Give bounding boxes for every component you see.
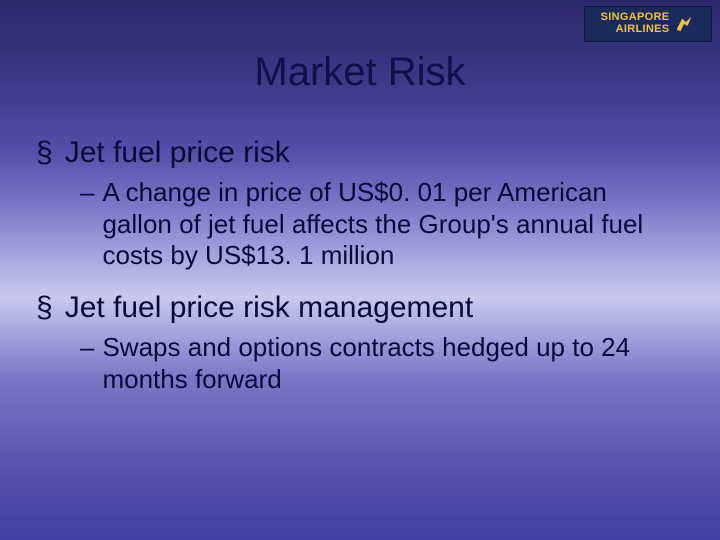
- bullet-text: Swaps and options contracts hedged up to…: [102, 332, 662, 395]
- bullet-marker: §: [36, 290, 53, 326]
- airline-logo: SINGAPORE AIRLINES: [584, 6, 712, 42]
- logo-line2: AIRLINES: [601, 24, 670, 36]
- bullet-level1: § Jet fuel price risk: [36, 135, 684, 171]
- bullet-text: Jet fuel price risk management: [65, 290, 474, 326]
- bullet-marker: –: [80, 177, 94, 209]
- slide-content: § Jet fuel price risk – A change in pric…: [36, 135, 684, 414]
- slide-title: Market Risk: [0, 50, 720, 95]
- bullet-text: A change in price of US$0. 01 per Americ…: [102, 177, 662, 272]
- bullet-level2: – A change in price of US$0. 01 per Amer…: [80, 177, 684, 272]
- bullet-text: Jet fuel price risk: [65, 135, 290, 171]
- bullet-marker: §: [36, 135, 53, 171]
- bullet-level1: § Jet fuel price risk management: [36, 290, 684, 326]
- bird-icon: [673, 13, 695, 35]
- bullet-level2: – Swaps and options contracts hedged up …: [80, 332, 684, 395]
- slide: SINGAPORE AIRLINES Market Risk § Jet fue…: [0, 0, 720, 540]
- bullet-marker: –: [80, 332, 94, 364]
- logo-text: SINGAPORE AIRLINES: [601, 12, 670, 35]
